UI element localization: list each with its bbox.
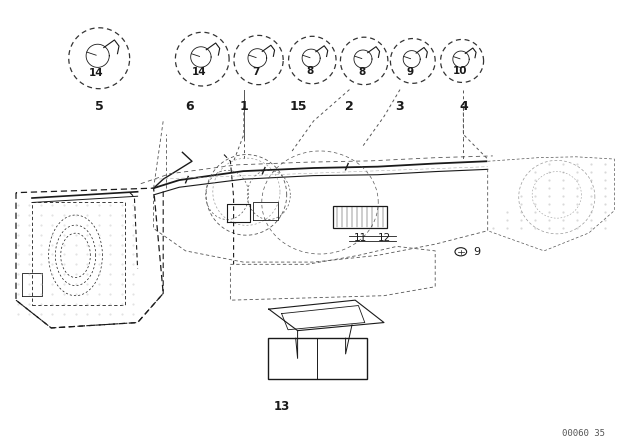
Text: 15: 15 [289, 100, 307, 113]
Text: 9: 9 [474, 247, 481, 257]
Text: 7: 7 [252, 67, 260, 77]
Bar [268, 338, 367, 379]
Text: 11: 11 [354, 233, 367, 243]
Text: 6: 6 [185, 100, 194, 113]
Text: 00060 35: 00060 35 [562, 429, 605, 438]
Text: 8: 8 [358, 67, 365, 78]
Text: 10: 10 [452, 66, 467, 76]
Text: 2: 2 [345, 100, 354, 113]
Text: 14: 14 [192, 67, 207, 77]
Text: 14: 14 [89, 68, 104, 78]
Text: 13: 13 [273, 400, 290, 413]
Text: 3: 3 [396, 100, 404, 113]
Text: 8: 8 [307, 66, 314, 77]
Text: 1: 1 [239, 100, 248, 113]
Text: 12: 12 [378, 233, 390, 243]
Text: 5: 5 [95, 100, 104, 113]
Text: 9: 9 [407, 67, 414, 77]
Text: 4: 4 [459, 100, 468, 113]
Bar [333, 206, 387, 228]
